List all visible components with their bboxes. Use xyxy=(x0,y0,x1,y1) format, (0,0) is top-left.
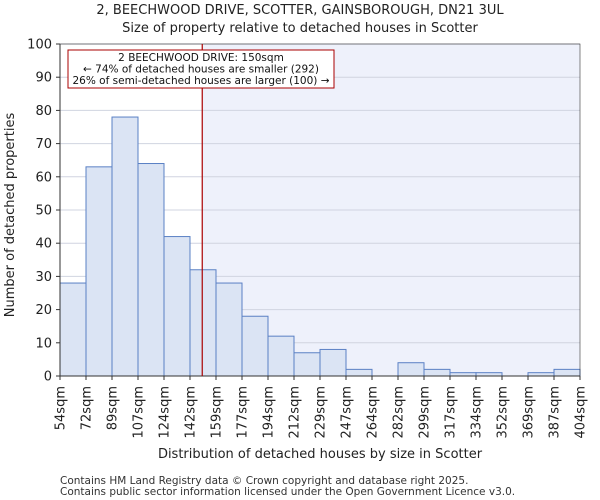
bar xyxy=(189,269,217,377)
x-tick-label: 89sqm xyxy=(106,386,121,430)
x-tick-label: 229sqm xyxy=(314,386,329,439)
y-tick-label: 80 xyxy=(35,104,52,119)
annotation-line: 2 BEECHWOOD DRIVE: 150sqm xyxy=(118,52,284,64)
bar xyxy=(59,282,87,377)
bar xyxy=(345,368,373,377)
bar xyxy=(397,362,425,377)
bar xyxy=(85,166,113,377)
x-tick-label: 299sqm xyxy=(418,386,433,439)
y-tick-label: 50 xyxy=(35,204,52,219)
y-tick-label: 60 xyxy=(35,170,52,185)
bar xyxy=(267,335,295,377)
x-tick-label: 107sqm xyxy=(132,386,147,439)
x-tick-label: 404sqm xyxy=(574,386,589,439)
chart-title: 2, BEECHWOOD DRIVE, SCOTTER, GAINSBOROUG… xyxy=(96,3,504,18)
bar xyxy=(111,116,139,377)
y-tick-label: 40 xyxy=(35,237,52,252)
x-tick-label: 369sqm xyxy=(522,386,537,439)
bar xyxy=(163,236,191,377)
footer-line-1: Contains HM Land Registry data © Crown c… xyxy=(60,475,468,487)
x-tick-label: 142sqm xyxy=(184,386,199,439)
x-tick-label: 282sqm xyxy=(392,386,407,439)
chart-subtitle: Size of property relative to detached ho… xyxy=(122,21,478,36)
bar xyxy=(241,315,269,377)
bar xyxy=(215,282,243,377)
annotation-line: ← 74% of detached houses are smaller (29… xyxy=(83,64,319,76)
x-tick-label: 334sqm xyxy=(470,386,485,439)
x-tick-label: 177sqm xyxy=(236,386,251,439)
x-tick-label: 124sqm xyxy=(158,386,173,439)
plot-area: 0 10 20 30 40 50 60 70 80 90 100 54sqm 72sqm 89sqm 107… xyxy=(27,38,588,439)
y-tick-label: 90 xyxy=(35,71,52,86)
annotation-box xyxy=(67,49,335,89)
x-tick-label: 317sqm xyxy=(444,386,459,439)
x-tick-label: 247sqm xyxy=(340,386,355,439)
x-tick-label: 387sqm xyxy=(548,386,563,439)
y-axis-label: Number of detached properties xyxy=(3,113,18,318)
bar xyxy=(293,352,321,377)
annotation-line: 26% of semi-detached houses are larger (… xyxy=(73,75,330,87)
y-tick-label: 100 xyxy=(27,38,52,53)
x-tick-label: 264sqm xyxy=(366,386,381,439)
y-tick-label: 30 xyxy=(35,270,52,285)
footer-line-2: Contains public sector information licen… xyxy=(60,486,515,498)
y-tick-label: 0 xyxy=(44,370,52,385)
bar xyxy=(319,348,347,377)
plot-frame xyxy=(59,43,581,377)
x-tick-label: 212sqm xyxy=(288,386,303,439)
x-tick-label: 72sqm xyxy=(80,386,95,430)
x-axis-label: Distribution of detached houses by size … xyxy=(158,447,483,462)
x-tick-label: 159sqm xyxy=(210,386,225,439)
y-tick-label: 10 xyxy=(35,336,52,351)
y-tick-label: 20 xyxy=(35,303,52,318)
x-tick-label: 194sqm xyxy=(262,386,277,439)
bar xyxy=(423,368,451,377)
x-tick-label: 352sqm xyxy=(496,386,511,439)
y-tick-label: 70 xyxy=(35,137,52,152)
bar xyxy=(553,368,581,377)
x-tick-label: 54sqm xyxy=(54,386,69,430)
bar xyxy=(137,163,165,377)
